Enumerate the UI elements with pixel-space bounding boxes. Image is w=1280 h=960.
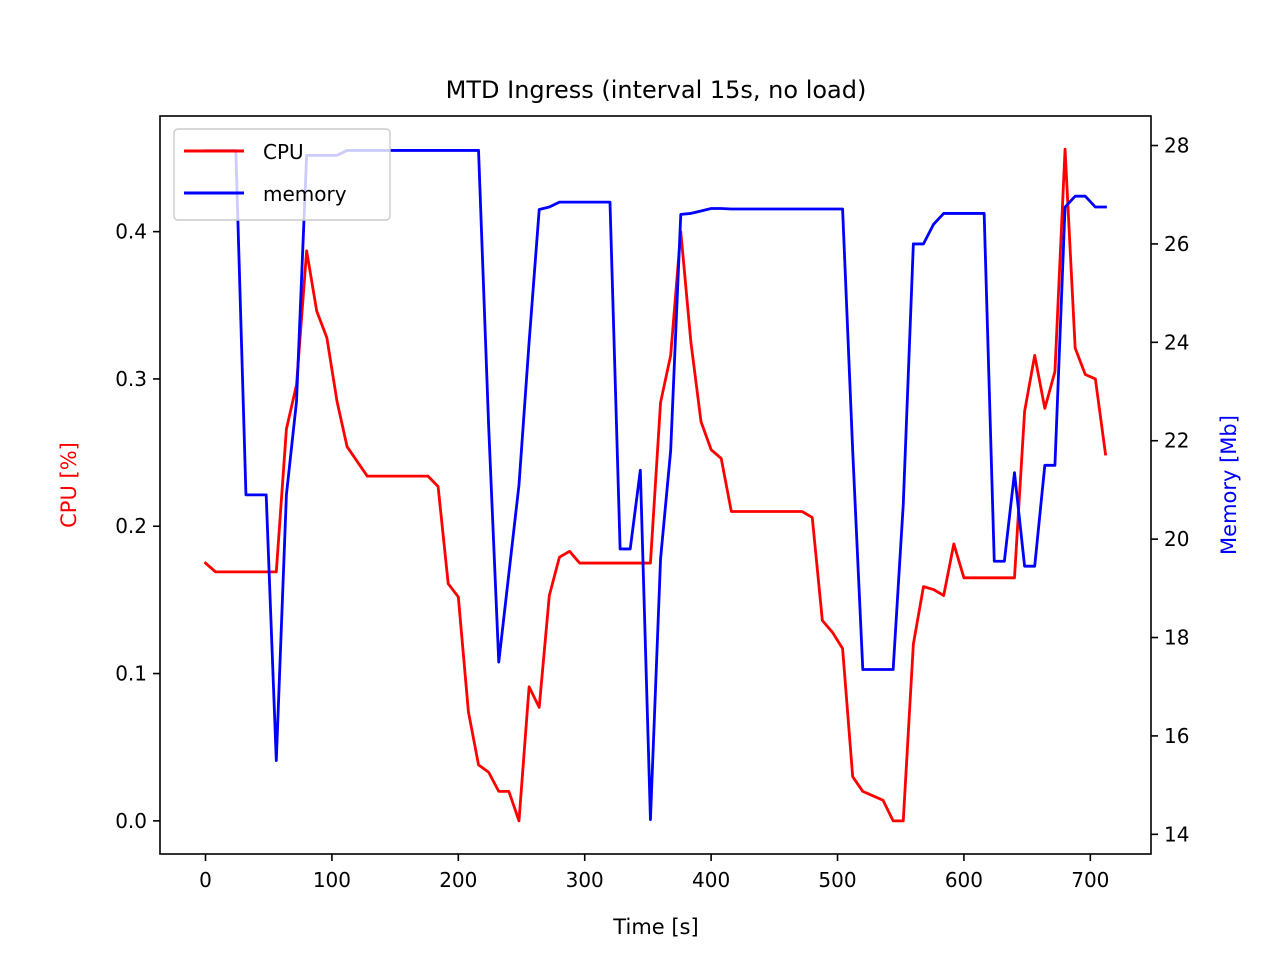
x-axis-title: Time [s] xyxy=(612,915,698,939)
legend: CPU memory xyxy=(173,128,391,221)
y-right-tick-label: 18 xyxy=(1164,626,1189,650)
legend-memory-label: memory xyxy=(263,182,347,206)
x-tick-label: 500 xyxy=(818,868,856,892)
series-line-cpu xyxy=(203,147,1108,823)
y-left-tick-label: 0.0 xyxy=(115,809,147,833)
x-tick-label: 700 xyxy=(1071,868,1109,892)
y-left-tick-label: 0.2 xyxy=(115,514,147,538)
y-right-tick-label: 16 xyxy=(1164,724,1189,748)
y-left-tick-label: 0.1 xyxy=(115,662,147,686)
y-right-tick-label: 20 xyxy=(1164,527,1189,551)
x-tick-label: 400 xyxy=(692,868,730,892)
y-right-tick-label: 24 xyxy=(1164,330,1189,354)
y-axis-right: 14 16 18 20 22 24 26 28 xyxy=(1151,134,1189,846)
x-axis: 0 100 200 300 400 500 600 700 xyxy=(199,854,1109,892)
y-right-tick-label: 28 xyxy=(1164,134,1189,158)
y-right-tick-label: 14 xyxy=(1164,822,1189,846)
y-right-tick-label: 26 xyxy=(1164,232,1189,256)
chart-title: MTD Ingress (interval 15s, no load) xyxy=(446,76,867,104)
x-tick-label: 200 xyxy=(439,868,477,892)
y-axis-left: 0.0 0.1 0.2 0.3 0.4 xyxy=(115,220,160,833)
x-tick-label: 300 xyxy=(566,868,604,892)
plot-frame xyxy=(159,115,1152,855)
y-axis-right-title: Memory [Mb] xyxy=(1217,415,1241,555)
x-tick-label: 600 xyxy=(945,868,983,892)
y-left-tick-label: 0.3 xyxy=(115,367,147,391)
legend-cpu-label: CPU xyxy=(263,140,304,164)
y-left-tick-label: 0.4 xyxy=(115,220,147,244)
y-axis-left-title: CPU [%] xyxy=(57,442,81,528)
x-tick-label: 0 xyxy=(199,868,212,892)
y-right-tick-label: 22 xyxy=(1164,429,1189,453)
x-tick-label: 100 xyxy=(313,868,351,892)
